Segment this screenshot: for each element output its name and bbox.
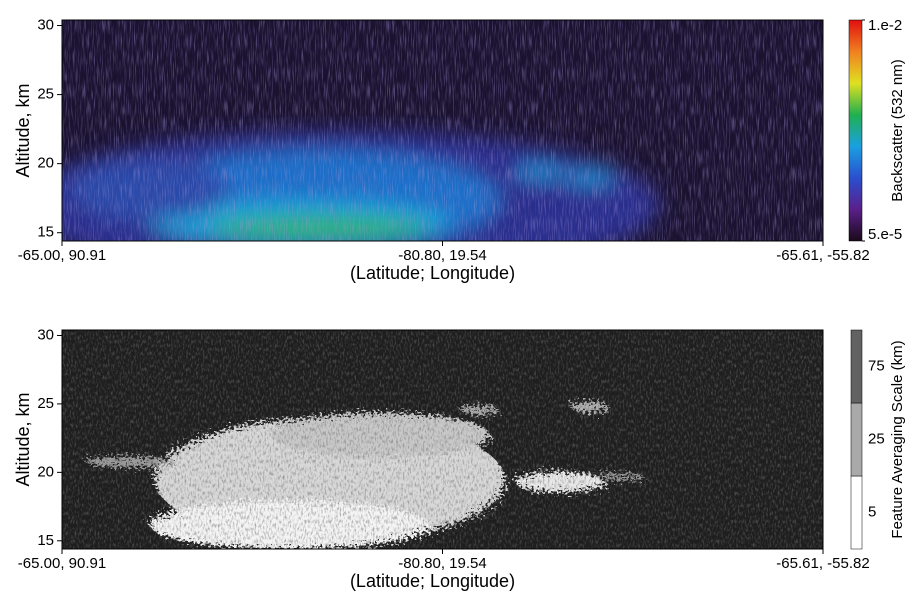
y-axis-label: Altitude, km (13, 392, 33, 486)
colorbar (848, 19, 863, 242)
colorbar-tick-label: 5 (868, 503, 876, 520)
colorbar-label: Feature Averaging Scale (km) (889, 340, 906, 538)
x-axis-label: (Latitude; Longitude) (350, 571, 515, 591)
x-tick-label: -80.80, 19.54 (398, 247, 486, 264)
backscatter-image (62, 20, 823, 241)
x-tick-label: -65.61, -55.82 (776, 555, 869, 572)
y-axis-label: Altitude, km (13, 83, 33, 177)
y-tick-label: 25 (37, 86, 54, 103)
colorbar-tick-label: 75 (868, 357, 885, 374)
colorbar-segment (850, 402, 863, 477)
y-tick-label: 20 (37, 463, 54, 480)
y-tick-label: 30 (37, 16, 54, 33)
x-tick-label: -65.00, 90.91 (18, 555, 106, 572)
x-tick-label: -80.80, 19.54 (398, 555, 486, 572)
y-tick-label: 15 (37, 532, 54, 549)
x-tick-label: -65.00, 90.91 (18, 247, 106, 264)
feature-scale-image (62, 330, 823, 549)
x-tick-label: -65.61, -55.82 (776, 247, 869, 264)
y-tick-label: 20 (37, 155, 54, 172)
y-tick-label: 15 (37, 224, 54, 241)
colorbar-segment (850, 475, 863, 550)
colorbar-segment (850, 329, 863, 404)
x-axis-label: (Latitude; Longitude) (350, 263, 515, 283)
colorbar-tick-label: 25 (868, 430, 885, 447)
colorbar-tick-label: 5.e-5 (868, 226, 902, 243)
y-tick-label: 30 (37, 326, 54, 343)
y-tick-label: 25 (37, 395, 54, 412)
colorbar-tick-label: 1.e-2 (868, 17, 902, 34)
axes: 15 20 25 30 -65.00, 90.91 -80.80, 19.54 -65.61… (13, 16, 906, 590)
colorbar-label: Backscatter (532 nm) (889, 59, 906, 202)
